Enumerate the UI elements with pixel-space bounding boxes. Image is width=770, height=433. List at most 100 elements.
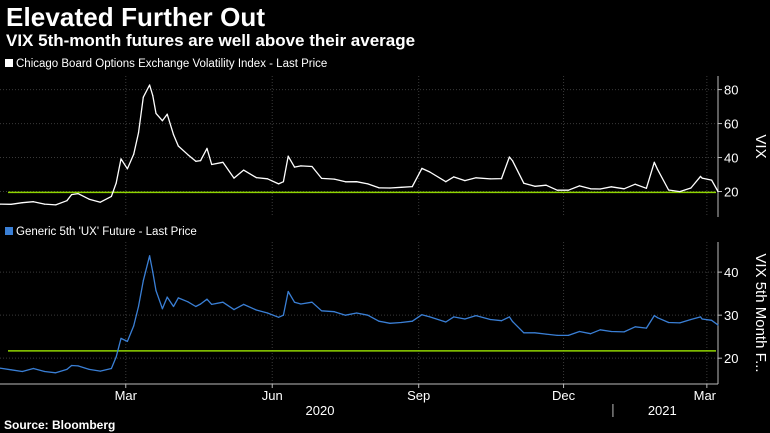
data-point-0-51 bbox=[429, 171, 431, 173]
data-point-1-3 bbox=[32, 367, 35, 370]
data-point-1-30 bbox=[222, 301, 224, 303]
data-point-0-4 bbox=[44, 203, 46, 205]
data-point-1-53 bbox=[453, 316, 455, 318]
data-point-0-50 bbox=[421, 167, 423, 169]
data-point-0-41 bbox=[321, 177, 323, 179]
legend-future-swatch bbox=[5, 227, 13, 235]
data-point-1-51 bbox=[429, 316, 431, 318]
data-point-0-76 bbox=[690, 187, 692, 189]
legend-vix-swatch bbox=[5, 59, 13, 67]
data-point-0-21 bbox=[161, 120, 163, 122]
y-tick-label-0-1: 40 bbox=[724, 151, 738, 166]
data-point-0-78 bbox=[701, 177, 703, 179]
data-point-0-65 bbox=[578, 185, 581, 187]
data-point-1-21 bbox=[161, 308, 163, 310]
data-point-0-63 bbox=[556, 189, 558, 191]
data-point-1-63 bbox=[556, 334, 558, 336]
data-point-1-35 bbox=[278, 316, 280, 318]
data-point-0-73 bbox=[656, 168, 659, 170]
data-point-0-72 bbox=[653, 161, 655, 163]
data-point-1-75 bbox=[679, 322, 681, 324]
data-point-0-37 bbox=[287, 155, 289, 157]
y-axis-title-0: VIX bbox=[752, 134, 769, 158]
data-point-1-2 bbox=[21, 370, 23, 373]
y-tick-label-1-0: 20 bbox=[724, 351, 738, 366]
data-point-1-11 bbox=[110, 367, 112, 370]
data-point-0-75 bbox=[679, 191, 681, 193]
data-point-0-80 bbox=[717, 190, 719, 193]
data-point-0-42 bbox=[333, 178, 335, 180]
legend-future-label: Generic 5th 'UX' Future - Last Price bbox=[16, 226, 197, 238]
data-point-1-47 bbox=[389, 322, 391, 324]
data-point-0-3 bbox=[32, 201, 35, 203]
chart-subtitle: VIX 5th-month futures are well above the… bbox=[6, 31, 416, 50]
data-point-1-39 bbox=[300, 303, 302, 305]
data-point-0-31 bbox=[233, 177, 235, 179]
data-point-0-6 bbox=[66, 200, 68, 202]
data-point-1-28 bbox=[206, 298, 208, 300]
data-point-1-15 bbox=[133, 325, 135, 327]
data-point-0-23 bbox=[172, 134, 175, 136]
data-point-1-44 bbox=[356, 312, 358, 314]
data-point-1-4 bbox=[44, 370, 46, 373]
data-point-0-61 bbox=[534, 185, 536, 187]
data-point-0-1 bbox=[10, 203, 12, 205]
data-point-1-32 bbox=[243, 303, 245, 305]
series-line-0-0 bbox=[0, 84, 719, 206]
legend-future: Generic 5th 'UX' Future - Last Price bbox=[5, 226, 197, 238]
data-point-1-70 bbox=[634, 326, 636, 328]
data-point-0-40 bbox=[311, 165, 313, 168]
data-point-1-54 bbox=[464, 318, 466, 320]
data-point-1-62 bbox=[545, 333, 547, 335]
data-point-0-56 bbox=[489, 178, 491, 180]
data-point-1-27 bbox=[200, 303, 202, 305]
data-point-1-9 bbox=[88, 368, 90, 370]
data-point-1-48 bbox=[400, 321, 402, 324]
data-point-1-14 bbox=[126, 340, 128, 342]
legend-vix: Chicago Board Options Exchange Volatilit… bbox=[5, 58, 327, 70]
data-point-0-5 bbox=[55, 204, 57, 206]
data-point-1-16 bbox=[137, 305, 140, 308]
data-point-1-55 bbox=[475, 315, 477, 317]
data-point-0-25 bbox=[187, 154, 189, 156]
data-point-0-53 bbox=[453, 176, 455, 178]
data-point-1-74 bbox=[668, 321, 670, 324]
data-point-0-77 bbox=[699, 175, 702, 177]
data-point-1-64 bbox=[567, 334, 570, 336]
data-point-0-60 bbox=[523, 182, 525, 184]
data-point-1-79 bbox=[711, 319, 713, 321]
x-tick-label-0: Mar bbox=[115, 388, 138, 403]
y-tick-label-0-3: 80 bbox=[724, 83, 738, 98]
data-point-0-24 bbox=[177, 145, 179, 147]
data-point-0-32 bbox=[243, 169, 245, 171]
data-point-0-33 bbox=[255, 177, 257, 179]
data-point-0-79 bbox=[711, 179, 713, 181]
x-tick-label-3: Dec bbox=[552, 388, 576, 403]
data-point-0-34 bbox=[266, 178, 269, 180]
data-point-1-57 bbox=[500, 320, 503, 322]
data-point-1-25 bbox=[187, 301, 189, 303]
data-point-1-76 bbox=[690, 318, 692, 321]
data-point-0-48 bbox=[400, 186, 402, 188]
data-point-1-65 bbox=[578, 330, 581, 333]
data-point-1-10 bbox=[99, 370, 101, 372]
data-point-0-14 bbox=[126, 168, 128, 170]
y-tick-label-1-1: 30 bbox=[724, 308, 738, 323]
data-point-1-52 bbox=[445, 321, 447, 323]
data-point-1-8 bbox=[77, 365, 79, 367]
data-point-1-29 bbox=[211, 303, 213, 305]
data-point-0-62 bbox=[545, 184, 547, 186]
data-point-1-56 bbox=[489, 318, 491, 321]
data-point-1-45 bbox=[367, 314, 369, 316]
data-point-0-2 bbox=[21, 202, 23, 204]
data-point-0-9 bbox=[88, 198, 90, 200]
data-point-0-28 bbox=[206, 147, 208, 149]
data-point-1-71 bbox=[645, 327, 648, 329]
data-point-1-50 bbox=[421, 314, 423, 316]
data-point-1-77 bbox=[699, 316, 702, 318]
data-point-0-38 bbox=[293, 166, 296, 168]
data-point-1-72 bbox=[653, 315, 655, 317]
data-point-0-17 bbox=[142, 96, 144, 98]
y-tick-label-1-2: 40 bbox=[724, 265, 738, 280]
data-point-0-13 bbox=[120, 158, 122, 160]
